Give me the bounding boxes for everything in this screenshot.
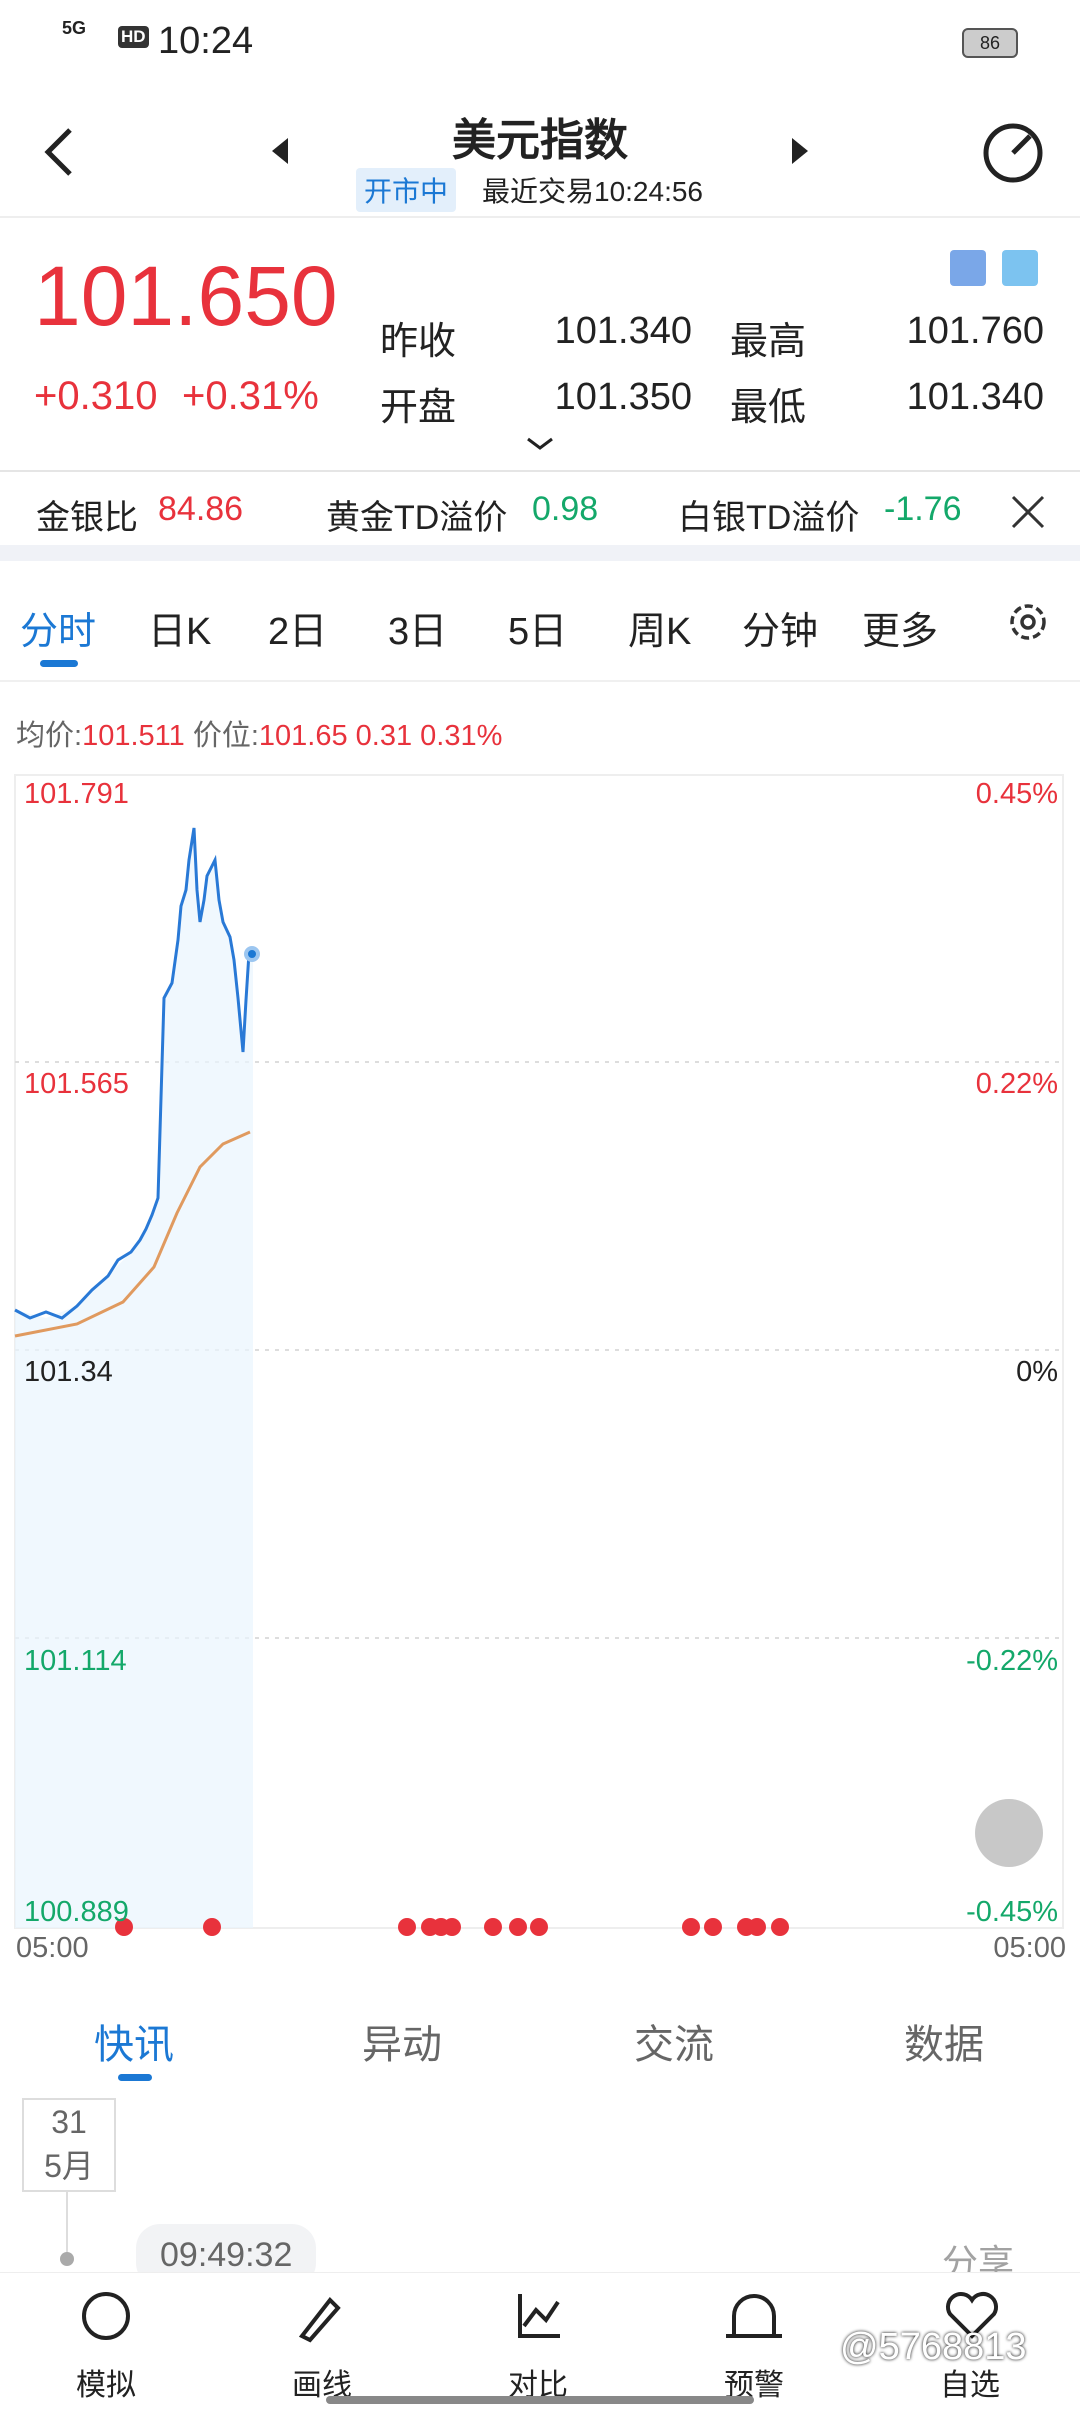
bottom-nav — [0, 2272, 1080, 2409]
axis-label: -0.22% — [966, 1645, 1058, 1677]
watermark: @5768813 — [840, 2326, 1027, 2368]
axis-label: 0.45% — [975, 778, 1058, 810]
axis-label: 0.22% — [975, 1068, 1058, 1100]
timeline — [66, 2190, 68, 2260]
field-value: 101.340 — [906, 376, 1044, 418]
expand[interactable] — [525, 436, 555, 452]
network: 5G — [62, 18, 87, 38]
axis-label: 101.565 — [24, 1068, 129, 1100]
grid — [15, 1061, 1063, 1639]
battery: 86 — [962, 28, 1018, 58]
event-dots — [115, 1918, 789, 1936]
time-label: 05:00 — [16, 1932, 89, 1964]
ratio-value: 84.86 — [158, 490, 244, 528]
value: 0.31% — [420, 720, 503, 752]
title: 美元指数 — [452, 116, 628, 165]
period-tab[interactable]: 分时 — [20, 611, 97, 653]
ratio-value: 0.98 — [532, 490, 599, 528]
news-tab[interactable]: 交流 — [634, 2023, 714, 2067]
back[interactable] — [40, 122, 80, 182]
next[interactable] — [790, 136, 810, 166]
ratio-label: 黄金TD溢价 — [326, 499, 508, 537]
tab-underline — [118, 2074, 152, 2081]
icon[interactable] — [950, 250, 986, 286]
change: +0.310 — [34, 374, 158, 418]
time-label: 05:00 — [993, 1932, 1066, 1964]
current-dot — [248, 950, 256, 958]
month: 5月 — [44, 2148, 94, 2184]
fullscreen[interactable] — [975, 1799, 1043, 1867]
nav-item[interactable]: 自选 — [940, 2369, 1000, 2402]
period-tab[interactable]: 分钟 — [742, 611, 819, 653]
day: 31 — [51, 2104, 87, 2140]
nav-icons — [82, 2292, 998, 2343]
axis-label: 0% — [1016, 1356, 1058, 1388]
period-tab[interactable]: 周K — [628, 611, 692, 653]
close[interactable] — [1010, 494, 1046, 530]
change-pct: +0.31% — [182, 374, 319, 418]
axis-label: 101.114 — [24, 1645, 127, 1677]
field-label: 最低 — [730, 387, 807, 429]
tab-underline — [40, 660, 78, 667]
spacer — [0, 545, 1080, 561]
prev[interactable] — [270, 136, 290, 166]
axis-label: -0.45% — [966, 1896, 1058, 1928]
area — [15, 828, 253, 1928]
field-value: 101.760 — [906, 310, 1044, 352]
nav-item[interactable]: 模拟 — [76, 2369, 136, 2402]
period-tab[interactable]: 3日 — [388, 611, 448, 653]
period-tab[interactable]: 2日 — [268, 611, 328, 653]
status: 开市中 — [356, 168, 457, 212]
label: 价位: — [192, 720, 259, 752]
date-box: 31 5月 — [22, 2098, 116, 2192]
value: 101.65 — [258, 720, 348, 752]
label: 均价: — [16, 720, 83, 752]
news-tab[interactable]: 快讯 — [94, 2023, 174, 2067]
news-tab[interactable]: 数据 — [904, 2023, 984, 2067]
price: 101.650 — [34, 249, 338, 343]
axis-label: 101.34 — [24, 1356, 113, 1388]
refresh[interactable] — [980, 120, 1046, 186]
news-tab[interactable]: 异动 — [362, 2023, 442, 2067]
period-tab[interactable]: 5日 — [508, 611, 568, 653]
axis-label: 100.889 — [24, 1896, 129, 1928]
divider — [0, 216, 1080, 218]
timeline-dot — [60, 2252, 74, 2266]
field-label: 开盘 — [380, 387, 457, 429]
ratio-label: 金银比 — [36, 499, 138, 537]
value: 0.31 — [355, 720, 413, 752]
intraday-chart — [14, 774, 1064, 1936]
field-label: 昨收 — [380, 321, 457, 363]
settings[interactable] — [1006, 600, 1050, 644]
field-value: 101.350 — [554, 376, 692, 418]
avg-line — [14, 1130, 251, 1338]
time: 10:24 — [158, 20, 254, 62]
divider — [0, 470, 1080, 472]
value: 101.511 — [82, 720, 185, 752]
price-line — [14, 827, 254, 1320]
home-indicator — [326, 2396, 754, 2404]
ratio-value: -1.76 — [884, 490, 962, 528]
ratio-label: 白银TD溢价 — [678, 499, 860, 537]
info-line: 均价:101.511 价位:101.65 0.31 0.31% — [16, 712, 502, 754]
period-tab[interactable]: 更多 — [862, 611, 939, 653]
icon[interactable] — [1002, 250, 1038, 286]
field-value: 101.340 — [554, 310, 692, 352]
last-trade: 最近交易10:24:56 — [482, 176, 703, 207]
period-tab[interactable]: 日K — [148, 611, 212, 653]
hd: HD — [118, 26, 149, 48]
axis-label: 101.791 — [24, 778, 129, 810]
field-label: 最高 — [730, 321, 807, 363]
divider — [0, 680, 1080, 682]
